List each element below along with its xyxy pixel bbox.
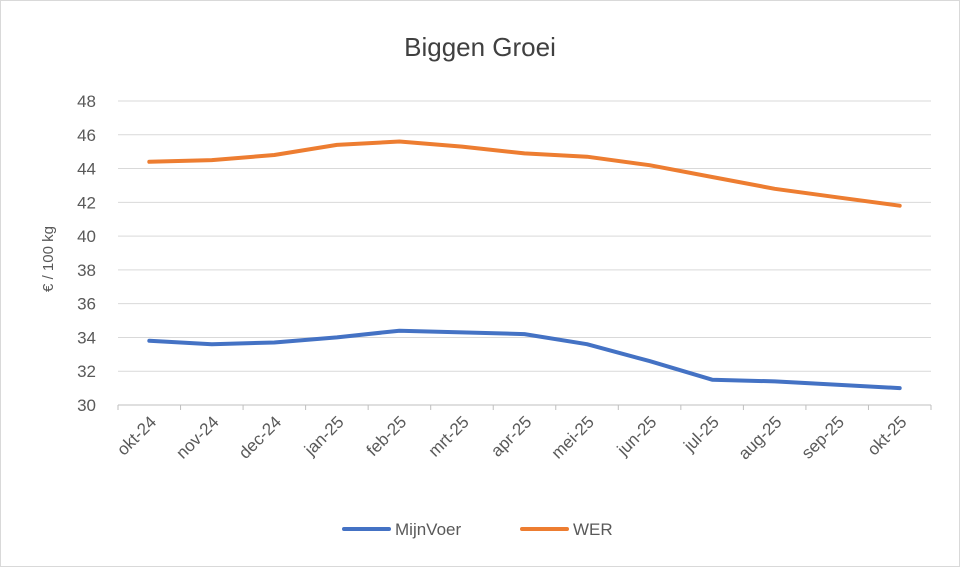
x-tick-label: okt-25 [864, 412, 911, 459]
y-tick-label: 38 [77, 261, 96, 280]
y-axis: 30 32 34 36 38 40 42 44 46 48 [77, 92, 96, 415]
x-tick-label: apr-25 [487, 412, 535, 460]
y-tick-label: 42 [77, 193, 96, 212]
x-tick-label: aug-25 [735, 412, 786, 463]
y-tick-label: 44 [77, 160, 96, 179]
x-tick-label: mei-25 [548, 412, 598, 462]
legend-label-mijnvoer: MijnVoer [395, 520, 461, 539]
series-line-wer [147, 139, 902, 208]
x-tick-label: mrt-25 [425, 412, 473, 460]
gridlines [118, 100, 931, 372]
y-tick-label: 34 [77, 328, 96, 347]
x-tick-label: jan-25 [300, 412, 348, 460]
legend: MijnVoer WER [342, 520, 613, 539]
chart-title: Biggen Groei [404, 32, 556, 62]
x-tick-label: jul-25 [679, 412, 723, 456]
x-tick-label: dec-24 [235, 412, 285, 462]
x-tick-label: okt-24 [113, 412, 160, 459]
series-lines [147, 139, 902, 391]
x-tick-label: sep-25 [798, 412, 848, 462]
y-tick-label: 40 [77, 227, 96, 246]
series-line-mijnvoer [147, 328, 902, 391]
x-tick-label: nov-24 [172, 412, 222, 462]
y-tick-label: 36 [77, 295, 96, 314]
y-axis-title: € / 100 kg [40, 226, 57, 292]
y-tick-label: 46 [77, 126, 96, 145]
y-tick-label: 30 [77, 396, 96, 415]
y-tick-label: 32 [77, 362, 96, 381]
y-tick-label: 48 [77, 92, 96, 111]
legend-label-wer: WER [573, 520, 613, 539]
x-tick-label: jun-25 [613, 412, 661, 460]
x-axis-labels: okt-24 nov-24 dec-24 jan-25 feb-25 mrt-25 apr-… [113, 412, 910, 463]
x-tick-label: feb-25 [363, 412, 411, 460]
x-axis [117, 404, 932, 410]
